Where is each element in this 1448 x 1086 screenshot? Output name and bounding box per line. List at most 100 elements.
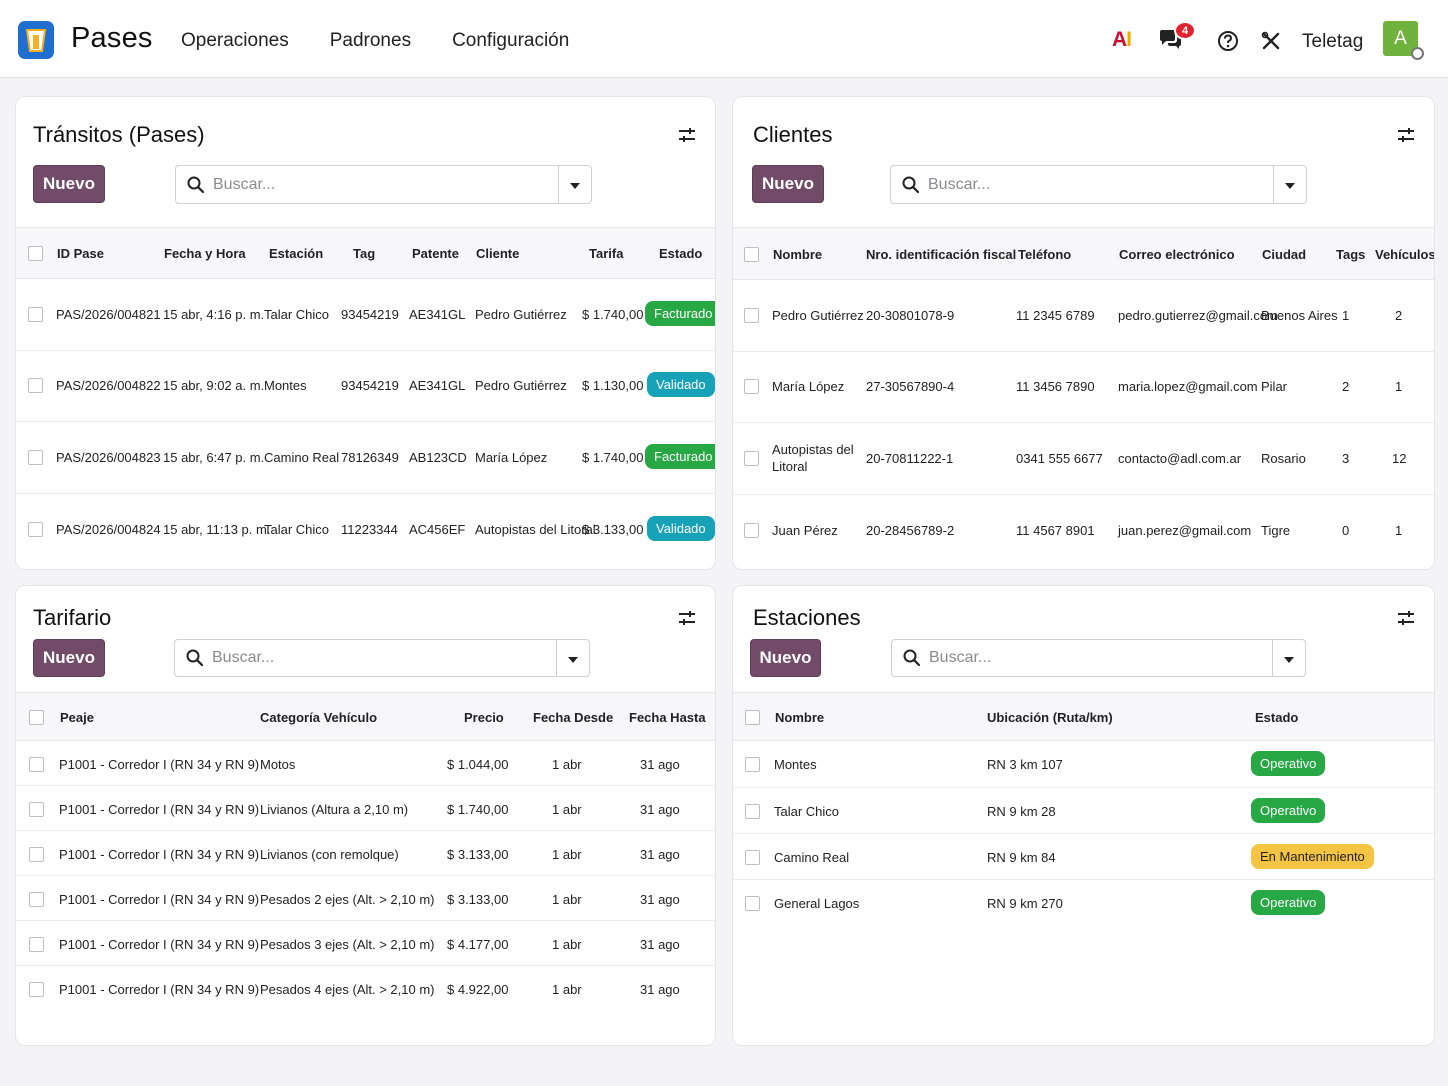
tarifario-new-button[interactable]: Nuevo [33,639,105,677]
table-row[interactable]: P1001 - Corredor I (RN 34 y RN 9) Motos … [16,741,715,786]
clientes-search-dropdown[interactable] [1273,166,1306,203]
company-switcher[interactable]: Teletag [1302,31,1364,52]
tarifario-settings-icon[interactable] [677,608,697,628]
table-row[interactable]: PAS/2026/004822 15 abr, 9:02 a. m. Monte… [16,351,715,422]
col-fecha-hora[interactable]: Fecha y Hora [164,246,246,261]
status-badge: Validado [647,372,715,397]
table-row[interactable]: P1001 - Corredor I (RN 34 y RN 9) Livian… [16,831,715,876]
clientes-settings-icon[interactable] [1396,125,1416,145]
help-icon[interactable] [1217,30,1239,55]
estacion-ubicacion: RN 3 km 107 [987,757,1063,772]
col-ubicacion[interactable]: Ubicación (Ruta/km) [987,710,1113,725]
table-row[interactable]: Juan Pérez 20-28456789-2 11 4567 8901 ju… [733,495,1434,567]
tools-icon[interactable] [1260,30,1282,55]
clientes-search-input[interactable] [928,175,1273,194]
table-row[interactable]: P1001 - Corredor I (RN 34 y RN 9) Pesado… [16,966,715,1011]
col-estado[interactable]: Estado [1255,710,1299,725]
row-checkbox[interactable] [29,847,44,862]
transitos-settings-icon[interactable] [677,125,697,145]
col-id-pase[interactable]: ID Pase [57,246,104,261]
menu-item-configuracion[interactable]: Configuración [452,30,570,51]
app-logo-icon[interactable] [18,21,54,59]
tarifa-categoria: Pesados 3 ejes (Alt. > 2,10 m) [260,937,435,952]
row-checkbox[interactable] [29,802,44,817]
estaciones-search-dropdown[interactable] [1272,640,1305,676]
col-fecha-hasta[interactable]: Fecha Hasta [629,710,706,725]
user-avatar[interactable]: A [1383,21,1424,60]
row-checkbox[interactable] [744,379,759,394]
row-checkbox[interactable] [28,378,43,393]
select-all-checkbox[interactable] [744,247,759,262]
tarifario-search-input[interactable] [212,649,556,667]
transitos-search-dropdown[interactable] [558,166,591,203]
table-row[interactable]: Montes RN 3 km 107 Operativo [733,741,1434,788]
clientes-new-button[interactable]: Nuevo [752,165,824,203]
col-ciudad[interactable]: Ciudad [1262,247,1307,262]
transitos-search-input[interactable] [213,175,558,194]
col-vehiculos[interactable]: Vehículos [1375,247,1435,262]
col-cliente[interactable]: Cliente [476,246,520,261]
row-checkbox[interactable] [745,804,760,819]
tarifario-search-dropdown[interactable] [556,640,589,676]
table-row[interactable]: Talar Chico RN 9 km 28 Operativo [733,788,1434,834]
row-checkbox[interactable] [29,937,44,952]
table-row[interactable]: PAS/2026/004823 15 abr, 6:47 p. m. Camin… [16,422,715,494]
chat-icon[interactable]: 4 [1157,21,1196,54]
table-row[interactable]: Autopistas del Litoral 20-70811222-1 034… [733,423,1434,495]
col-nombre[interactable]: Nombre [775,710,825,725]
row-checkbox[interactable] [744,451,759,466]
table-row[interactable]: General Lagos RN 9 km 270 Operativo [733,880,1434,926]
row-checkbox[interactable] [745,850,760,865]
table-row[interactable]: PAS/2026/004821 15 abr, 4:16 p. m. Talar… [16,279,715,351]
row-checkbox[interactable] [28,522,43,537]
row-checkbox[interactable] [28,307,43,322]
col-tarifa[interactable]: Tarifa [589,246,624,261]
estaciones-new-button[interactable]: Nuevo [750,639,821,677]
estaciones-search-input[interactable] [929,649,1272,667]
row-checkbox[interactable] [28,450,43,465]
cliente-correo[interactable]: maria.lopez@gmail.com [1118,379,1258,394]
col-fecha-desde[interactable]: Fecha Desde [533,710,614,725]
table-row[interactable]: P1001 - Corredor I (RN 34 y RN 9) Livian… [16,786,715,831]
select-all-checkbox[interactable] [29,710,44,725]
status-badge: Facturado [645,301,715,326]
col-estado[interactable]: Estado [659,246,703,261]
row-checkbox[interactable] [744,523,759,538]
table-row[interactable]: P1001 - Corredor I (RN 34 y RN 9) Pesado… [16,876,715,921]
cliente-correo[interactable]: contacto@adl.com.ar [1118,451,1242,466]
col-peaje[interactable]: Peaje [60,710,94,725]
col-tag[interactable]: Tag [353,246,376,261]
pase-tag: 93454219 [341,307,399,322]
col-categoria[interactable]: Categoría Vehículo [260,710,378,725]
ai-icon[interactable]: AI [1112,28,1132,52]
transitos-new-button[interactable]: Nuevo [33,165,105,203]
row-checkbox[interactable] [745,896,760,911]
transitos-table-header: ID Pase Fecha y Hora Estación Tag Patent… [16,227,715,279]
row-checkbox[interactable] [745,757,760,772]
pase-estacion: Montes [264,378,307,393]
row-checkbox[interactable] [744,308,759,323]
table-row[interactable]: Pedro Gutiérrez 20-30801078-9 11 2345 67… [733,280,1434,352]
table-row[interactable]: PAS/2026/004824 15 abr, 11:13 p. m. Tala… [16,494,715,566]
cliente-correo[interactable]: pedro.gutierrez@gmail.com [1118,308,1278,323]
cliente-correo[interactable]: juan.perez@gmail.com [1118,523,1252,538]
menu-item-padrones[interactable]: Padrones [329,30,412,51]
menu-item-operaciones[interactable]: Operaciones [181,30,289,51]
table-row[interactable]: Camino Real RN 9 km 84 En Mantenimiento [733,834,1434,880]
select-all-checkbox[interactable] [28,246,43,261]
row-checkbox[interactable] [29,982,44,997]
col-correo[interactable]: Correo electrónico [1119,247,1235,262]
estaciones-settings-icon[interactable] [1396,608,1416,628]
col-precio[interactable]: Precio [464,710,504,725]
row-checkbox[interactable] [29,757,44,772]
col-tags[interactable]: Tags [1336,247,1366,262]
col-nombre[interactable]: Nombre [773,247,823,262]
col-cuit[interactable]: Nro. identificación fiscal [866,247,1017,262]
table-row[interactable]: P1001 - Corredor I (RN 34 y RN 9) Pesado… [16,921,715,966]
col-patente[interactable]: Patente [412,246,459,261]
select-all-checkbox[interactable] [745,710,760,725]
row-checkbox[interactable] [29,892,44,907]
table-row[interactable]: María López 27-30567890-4 11 3456 7890 m… [733,352,1434,423]
col-estacion[interactable]: Estación [269,246,324,261]
col-telefono[interactable]: Teléfono [1018,247,1072,262]
